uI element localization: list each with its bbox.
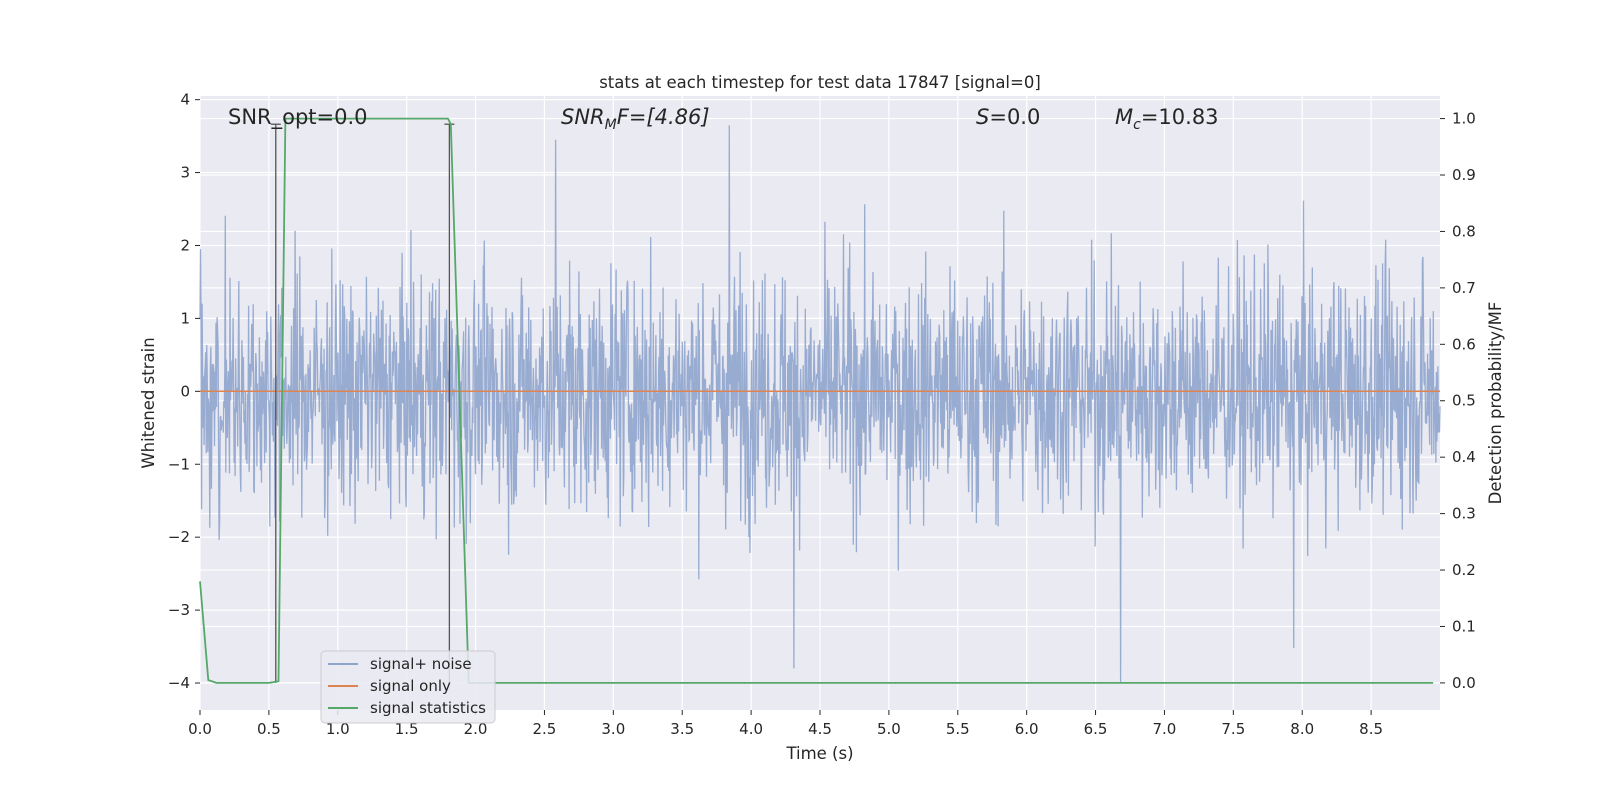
y-right-tick-label: 0.8 [1452,222,1476,240]
x-tick-label: 5.5 [946,720,970,738]
y-tick-label: −2 [168,528,190,546]
legend-label-noise: signal+ noise [370,655,472,673]
snr-mf-subscript: M [605,117,617,133]
snr-mf-rest: F=[4.86] [617,105,710,129]
snr-mf-annotation: SNRMF=[4.86] [561,105,710,133]
mf-marker-lines [270,123,455,683]
x-tick-label: 2.5 [533,720,557,738]
x-tick-label: 7.0 [1153,720,1177,738]
x-axis-ticks: 0.0 0.5 1.0 1.5 2.0 2.5 3.0 3.5 4.0 4.5 5.0 5.5 6.0 6… [188,710,1383,738]
mc-annotation: Mc=10.83 [1115,105,1219,133]
mc-subscript: c [1133,117,1141,133]
snr-mf-symbol: SNR [561,105,605,129]
s-value: =0.0 [989,105,1040,129]
x-tick-label: 4.0 [739,720,763,738]
left-y-axis-label: Whitened strain [139,337,158,468]
y-tick-label: 1 [180,309,190,327]
y-right-tick-label: 0.2 [1452,561,1476,579]
x-tick-label: 8.0 [1290,720,1314,738]
mc-value: =10.83 [1141,105,1219,129]
noise-series [199,125,1441,684]
y-tick-label: 4 [180,91,190,109]
snr-opt-annotation: SNR_opt=0.0 [228,105,368,130]
x-tick-label: 3.0 [601,720,625,738]
legend: signal+ noise signal only signal statist… [320,650,496,724]
y-tick-label: 3 [180,164,190,182]
y-tick-label: 0 [180,382,190,400]
y-tick-label: −4 [168,674,190,692]
mc-symbol: M [1115,105,1133,129]
x-tick-label: 0.5 [257,720,281,738]
y-right-tick-label: 0.6 [1452,335,1476,353]
x-axis-label: Time (s) [785,744,853,763]
s-annotation: S=0.0 [976,105,1040,129]
x-tick-label: 4.5 [808,720,832,738]
x-tick-label: 1.0 [326,720,350,738]
y-right-tick-label: 0.3 [1452,505,1476,523]
noise-line [199,125,1441,684]
y-right-tick-label: 0.0 [1452,674,1476,692]
legend-label-statistics: signal statistics [370,699,486,717]
x-tick-label: 5.0 [877,720,901,738]
x-tick-label: 0.0 [188,720,212,738]
y-tick-label: −1 [168,455,190,473]
right-y-axis-label: Detection probability/MF [1486,302,1505,505]
x-tick-label: 8.5 [1359,720,1383,738]
y-tick-label: 2 [180,236,190,254]
y-right-tick-label: 0.9 [1452,166,1476,184]
x-tick-label: 7.5 [1221,720,1245,738]
right-y-axis-ticks: 1.0 0.9 0.8 0.7 0.6 0.5 0.4 0.3 0.2 0.1 0.0 [1440,110,1476,692]
x-tick-label: 3.5 [670,720,694,738]
y-right-tick-label: 0.4 [1452,448,1476,466]
left-y-axis-ticks: 4 3 2 1 0 −1 −2 −3 −4 [168,91,200,692]
x-tick-label: 1.5 [395,720,419,738]
statistics-series [199,117,1434,684]
x-tick-label: 2.0 [464,720,488,738]
x-tick-label: 6.5 [1084,720,1108,738]
chart-title: stats at each timestep for test data 178… [599,73,1041,92]
y-right-tick-label: 1.0 [1452,110,1476,128]
legend-label-signal-only: signal only [370,677,451,695]
y-tick-label: −3 [168,601,190,619]
x-tick-label: 6.0 [1015,720,1039,738]
y-right-tick-label: 0.5 [1452,392,1476,410]
statistics-line [199,117,1434,684]
s-symbol: S [976,105,989,129]
legend-box [320,650,496,724]
y-right-tick-label: 0.7 [1452,279,1476,297]
y-right-tick-label: 0.1 [1452,617,1476,635]
